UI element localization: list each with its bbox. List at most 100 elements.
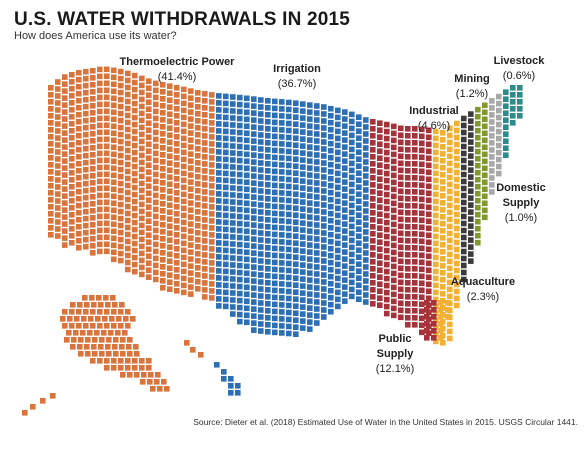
waffle-cell-thermoelectric	[104, 213, 110, 220]
waffle-cell-irrigation	[286, 218, 292, 225]
waffle-cell-thermoelectric	[181, 275, 187, 282]
waffle-cell-thermoelectric	[160, 278, 166, 284]
waffle-cell-mining	[475, 232, 481, 239]
waffle-cell-industrial	[447, 286, 453, 293]
waffle-cell-irrigation	[258, 272, 264, 278]
waffle-cell-thermoelectric	[160, 187, 166, 193]
waffle-cell-thermoelectric	[55, 191, 61, 197]
waffle-cell-irrigation	[251, 166, 257, 172]
waffle-cell-irrigation	[272, 112, 278, 119]
waffle-cell-irrigation	[216, 289, 222, 295]
waffle-cell-irrigation	[286, 176, 292, 183]
waffle-cell-irrigation	[251, 131, 257, 137]
waffle-cell-irrigation	[321, 209, 327, 215]
waffle-cell-thermoelectric	[153, 94, 159, 101]
waffle-cell-public-supply	[426, 176, 432, 183]
waffle-cell-thermoelectric	[118, 257, 124, 264]
waffle-cell-irrigation	[293, 156, 299, 162]
waffle-cell-public-supply	[384, 261, 390, 268]
waffle-cell-irrigation	[314, 222, 320, 228]
waffle-cell-thermoelectric	[104, 80, 110, 87]
waffle-cell-irrigation	[335, 170, 341, 177]
waffle-cell-public-supply	[412, 266, 418, 272]
waffle-cell-thermoelectric	[146, 358, 152, 364]
waffle-cell-industrial	[447, 181, 453, 188]
waffle-cell-irrigation	[307, 256, 313, 262]
waffle-cell-industrial	[447, 153, 453, 160]
waffle-cell-thermoelectric	[174, 120, 180, 126]
waffle-cell-thermoelectric	[174, 232, 180, 238]
waffle-cell-irrigation	[335, 149, 341, 156]
waffle-cell-irrigation	[349, 153, 355, 160]
waffle-cell-thermoelectric	[139, 257, 145, 264]
waffle-cell-thermoelectric	[161, 379, 167, 385]
waffle-cell-thermoelectric	[111, 123, 117, 130]
waffle-cell-irrigation	[279, 218, 285, 224]
waffle-cell-industrial	[440, 221, 446, 227]
waffle-cell-thermoelectric	[118, 187, 124, 194]
waffle-cell-irrigation	[223, 121, 229, 128]
waffle-cell-public-supply	[405, 196, 411, 202]
waffle-cell-thermoelectric	[160, 117, 166, 123]
waffle-cell-irrigation	[230, 150, 236, 156]
waffle-cell-thermoelectric	[104, 143, 110, 150]
waffle-cell-thermoelectric	[132, 177, 138, 184]
waffle-cell-thermoelectric	[125, 84, 131, 91]
waffle-cell-thermoelectric	[195, 111, 201, 117]
waffle-cell-aquaculture	[468, 188, 474, 194]
waffle-cell-thermoelectric	[202, 168, 208, 174]
waffle-cell-public-supply	[419, 175, 425, 182]
waffle-cell-thermoelectric	[90, 309, 96, 315]
waffle-cell-irrigation	[223, 177, 229, 184]
waffle-cell-irrigation	[335, 268, 341, 275]
waffle-cell-thermoelectric	[209, 134, 215, 140]
waffle-cell-thermoelectric	[146, 253, 152, 259]
waffle-cell-industrial	[454, 127, 460, 134]
waffle-cell-thermoelectric	[153, 199, 159, 206]
waffle-cell-thermoelectric	[209, 197, 215, 203]
waffle-cell-irrigation	[258, 97, 264, 103]
waffle-cell-thermoelectric	[153, 171, 159, 178]
waffle-cell-irrigation	[307, 165, 313, 171]
waffle-cell-irrigation	[272, 189, 278, 196]
waffle-cell-livestock	[503, 103, 509, 109]
waffle-cell-thermoelectric	[174, 113, 180, 119]
waffle-cell-industrial	[447, 160, 453, 167]
waffle-cell-thermoelectric	[118, 152, 124, 159]
waffle-cell-domestic-supply	[496, 156, 502, 163]
waffle-cell-thermoelectric	[167, 251, 173, 257]
waffle-cell-thermoelectric	[188, 291, 194, 297]
waffle-cell-public-supply	[398, 300, 404, 307]
waffle-cell-thermoelectric	[146, 204, 152, 210]
waffle-cell-public-supply	[398, 286, 404, 293]
waffle-cell-irrigation	[328, 217, 334, 224]
waffle-cell-thermoelectric	[76, 209, 82, 216]
waffle-cell-thermoelectric	[195, 160, 201, 166]
waffle-cell-industrial	[445, 314, 451, 320]
waffle-cell-industrial	[454, 197, 460, 204]
label-aquaculture-name: Aquaculture	[451, 276, 515, 288]
waffle-cell-irrigation	[356, 275, 362, 281]
waffle-cell-livestock	[510, 113, 516, 119]
waffle-cell-thermoelectric	[132, 156, 138, 163]
waffle-cell-thermoelectric	[188, 130, 194, 136]
waffle-cell-thermoelectric	[76, 97, 82, 104]
waffle-cell-irrigation	[223, 128, 229, 135]
waffle-cell-public-supply	[405, 252, 411, 258]
waffle-cell-irrigation	[286, 190, 292, 197]
waffle-cell-thermoelectric	[97, 192, 103, 199]
waffle-cell-thermoelectric	[69, 323, 75, 329]
waffle-cell-irrigation	[286, 120, 292, 127]
waffle-cell-thermoelectric	[181, 268, 187, 275]
waffle-cell-public-supply	[391, 312, 397, 319]
waffle-cell-thermoelectric	[106, 337, 112, 343]
waffle-cell-irrigation	[321, 132, 327, 138]
label-irrigation-name: Irrigation	[273, 63, 321, 75]
waffle-cell-thermoelectric	[30, 404, 36, 410]
waffle-cell-thermoelectric	[139, 138, 145, 145]
waffle-cell-thermoelectric	[153, 269, 159, 276]
waffle-cell-thermoelectric	[139, 131, 145, 138]
waffle-cell-irrigation	[293, 100, 299, 106]
waffle-cell-public-supply	[426, 169, 432, 176]
waffle-cell-thermoelectric	[118, 68, 124, 75]
